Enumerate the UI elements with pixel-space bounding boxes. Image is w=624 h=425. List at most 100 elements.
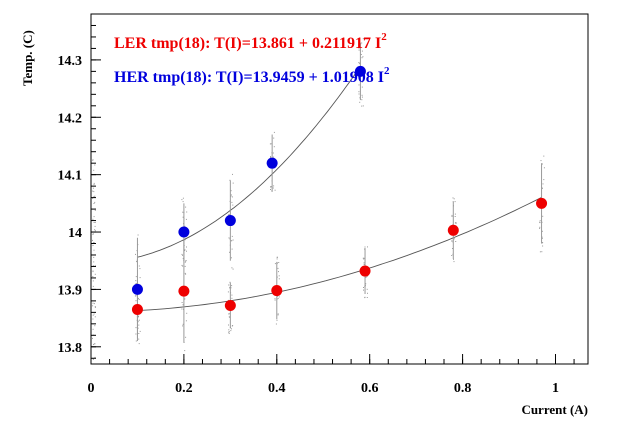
background-dot [274,263,276,265]
background-dot [363,289,364,291]
background-dot [94,225,96,227]
background-dot [93,216,95,218]
background-dot [358,91,360,93]
background-dot [228,329,230,331]
background-dot [92,270,94,272]
background-dot [185,218,187,220]
y-tick-label: 14.3 [58,54,83,69]
background-dot [231,285,233,287]
background-dot [229,214,230,216]
background-dot [92,271,94,273]
background-dot [228,214,229,216]
background-dot [93,242,95,244]
background-dot [361,99,363,101]
background-dot [181,253,183,255]
data-point-her [178,226,190,238]
ler-fit-label: LER tmp(18): T(I)=13.861 + 0.211917 I2 [114,31,387,52]
background-dot [455,241,457,242]
background-dot [185,336,187,338]
data-point-her [131,283,143,295]
background-dot [228,316,230,318]
background-dot [92,318,94,320]
ler-fit-text: LER tmp(18): T(I)=13.861 + 0.211917 I [114,35,381,52]
background-dot [228,313,230,315]
x-axis-ticks: 0 0.2 0.4 0.6 0.8 1 [88,354,575,396]
background-dot [452,248,453,249]
background-dot [93,169,95,171]
background-dot [231,201,233,203]
background-dot [94,195,96,197]
background-dot [92,239,93,241]
background-dot [358,63,360,65]
background-dot [539,227,541,229]
background-dot [277,314,279,316]
background-dot [185,273,187,275]
x-tick-label: 0.6 [361,381,379,396]
background-dot [277,267,279,269]
background-dot [228,333,230,334]
background-dot [184,265,186,267]
background-dot [361,57,363,59]
background-dot [92,245,94,246]
background-dot [139,268,141,270]
background-dot [362,257,364,259]
background-dot [453,198,455,200]
y-axis-ticks: 13.8 13.9 14 14.1 14.2 14.3 [58,24,101,359]
background-dot [92,233,94,235]
background-dot [227,291,229,293]
background-dot [278,278,280,280]
background-dot [230,194,232,196]
background-dot [363,257,365,259]
background-dot [92,197,94,199]
background-dot [451,255,453,256]
background-dot [135,280,137,282]
background-dot [541,230,543,232]
background-dot [278,271,279,273]
background-dot [186,250,187,252]
y-tick-label: 14 [68,226,82,241]
error-bars [136,42,543,343]
background-dot [364,296,366,298]
background-dot [272,187,274,189]
background-dot [94,221,96,223]
background-dot [358,62,360,63]
background-dot [92,358,94,360]
background-dot [93,242,94,244]
background-dot [181,264,183,266]
background-dot [231,325,233,327]
background-dot [184,225,186,227]
background-dot [185,206,187,208]
background-dot [454,222,456,224]
x-axis-label: Current (A) [521,402,588,417]
background-dot [363,287,364,288]
background-dot [137,234,139,236]
background-dot [185,260,187,262]
background-dot [358,47,360,49]
background-dot [182,201,184,203]
x-tick-label: 0.8 [454,381,472,396]
background-dot [451,215,453,217]
background-dot [135,327,137,329]
ler-fit-exponent: 2 [381,31,387,43]
background-dot [228,284,230,286]
background-dot [451,214,453,216]
plot-frame [90,13,589,365]
background-dot [359,101,361,103]
background-dot [184,250,185,251]
background-dot [278,262,280,263]
background-dot [362,56,364,58]
background-dot [232,182,234,184]
y-tick-label: 14.2 [58,111,83,126]
her-fit-exponent: 2 [384,65,390,77]
background-dot [541,163,543,165]
background-dot [94,306,96,308]
data-point-ler [224,299,236,311]
background-dot [92,265,94,267]
background-dot [278,275,280,277]
background-dot [232,239,234,241]
background-dot [453,238,455,240]
background-dot [273,185,275,187]
background-dot [542,215,544,217]
background-dot [542,183,544,185]
